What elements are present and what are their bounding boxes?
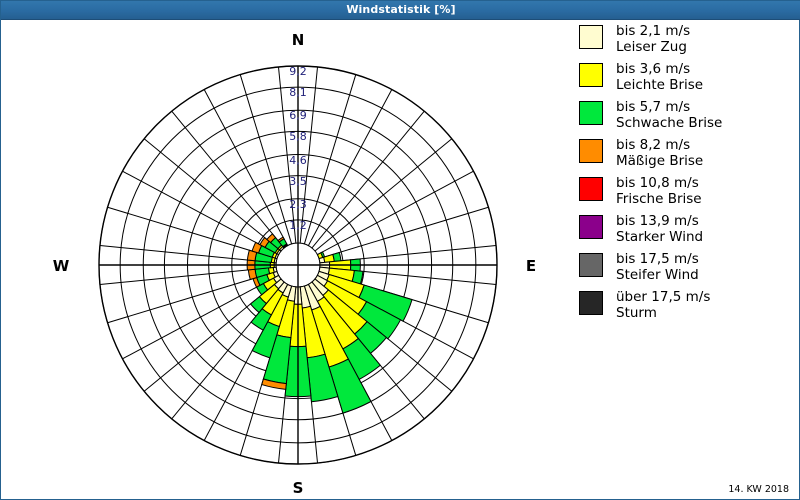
legend-item-text: über 17,5 m/s Sturm: [616, 289, 710, 321]
wind-rose-plot-area: N S W E 1,2 2,3 3,5 4,6 5,8 6,9 8,1 9,2: [1, 21, 799, 499]
legend-color-swatch: [579, 253, 603, 277]
legend-item-text: bis 3,6 m/s Leichte Brise: [616, 61, 703, 93]
grid-spoke: [122, 274, 279, 360]
wind-rose-segment: [266, 233, 277, 244]
wind-rose-segment: [277, 236, 285, 243]
wind-rose-segment: [249, 295, 268, 314]
grid-spoke: [99, 244, 277, 264]
legend-color-swatch: [579, 25, 603, 49]
legend-item: bis 5,7 m/s Schwache Brise: [579, 99, 793, 131]
axis-outer-circle: [98, 65, 498, 465]
legend-speed-label: bis 10,8 m/s: [616, 175, 699, 191]
grid-spoke: [299, 66, 319, 244]
legend-item: bis 13,9 m/s Starker Wind: [579, 213, 793, 245]
radial-tick-label: 4,6: [289, 153, 307, 167]
compass-label-east: E: [525, 257, 537, 275]
radial-tick-label: 1,2: [289, 218, 307, 232]
radial-tick-label: 5,8: [289, 130, 307, 144]
legend-name-label: Mäßige Brise: [616, 153, 704, 169]
legend-item-text: bis 17,5 m/s Steifer Wind: [616, 251, 699, 283]
period-label: 14. KW 2018: [728, 484, 789, 495]
wind-rose-chart: [98, 65, 498, 465]
grid-spoke: [277, 66, 297, 244]
legend-speed-label: bis 5,7 m/s: [616, 99, 691, 115]
legend-name-label: Starker Wind: [616, 229, 704, 245]
legend-item-text: bis 8,2 m/s Mäßige Brise: [616, 137, 703, 169]
legend-item: bis 17,5 m/s Steifer Wind: [579, 251, 793, 283]
legend-speed-label: bis 8,2 m/s: [616, 137, 691, 153]
legend-item: bis 2,1 m/s Leiser Zug: [579, 23, 793, 55]
grid-spoke: [107, 206, 278, 260]
grid-spoke: [122, 170, 279, 256]
legend-color-swatch: [579, 291, 603, 315]
grid-spoke: [171, 110, 285, 249]
grid-spoke: [239, 74, 293, 245]
grid-spoke: [318, 206, 489, 260]
grid-spoke: [317, 170, 474, 256]
legend-item: bis 10,8 m/s Frische Brise: [579, 175, 793, 207]
legend-item-text: bis 5,7 m/s Schwache Brise: [616, 99, 722, 131]
legend-item-text: bis 13,9 m/s Starker Wind: [616, 213, 703, 245]
legend-color-swatch: [579, 215, 603, 239]
grid-spoke: [307, 89, 393, 246]
wind-rose-segment: [247, 268, 258, 281]
grid-spoke: [203, 89, 289, 246]
legend-speed-label: bis 3,6 m/s: [616, 61, 691, 77]
legend-name-label: Leiser Zug: [616, 39, 687, 55]
grid-spoke: [107, 270, 278, 324]
legend-name-label: Frische Brise: [616, 191, 702, 207]
legend-item: bis 8,2 m/s Mäßige Brise: [579, 137, 793, 169]
legend-color-swatch: [579, 101, 603, 125]
legend-color-swatch: [579, 63, 603, 87]
radial-tick-label: 2,3: [289, 197, 307, 211]
grid-spoke: [143, 138, 282, 252]
grid-spoke: [311, 110, 425, 249]
legend-speed-label: bis 2,1 m/s: [616, 23, 691, 39]
legend-item-text: bis 2,1 m/s Leiser Zug: [616, 23, 690, 55]
window-title: Windstatistik [%]: [346, 3, 456, 16]
radial-tick-label: 8,1: [289, 86, 307, 100]
legend-name-label: Steifer Wind: [616, 267, 699, 283]
grid-spoke: [99, 266, 277, 286]
legend-item: über 17,5 m/s Sturm: [579, 289, 793, 321]
legend-speed-label: über 17,5 m/s: [616, 289, 711, 305]
legend-speed-label: bis 13,9 m/s: [616, 213, 699, 229]
legend-name-label: Leichte Brise: [616, 77, 704, 93]
compass-label-south: S: [292, 479, 304, 497]
wind-rose-segment: [261, 378, 287, 390]
legend-name-label: Sturm: [616, 305, 657, 321]
grid-spoke: [314, 138, 453, 252]
compass-label-west: W: [52, 257, 70, 275]
legend-name-label: Schwache Brise: [616, 115, 723, 131]
wind-speed-legend: bis 2,1 m/s Leiser Zug bis 3,6 m/s Leichte …: [579, 23, 793, 327]
window-titlebar: Windstatistik [%]: [1, 1, 800, 20]
legend-item-text: bis 10,8 m/s Frische Brise: [616, 175, 702, 207]
grid-spoke: [303, 74, 357, 245]
compass-label-north: N: [291, 31, 305, 49]
legend-color-swatch: [579, 139, 603, 163]
legend-item: bis 3,6 m/s Leichte Brise: [579, 61, 793, 93]
radial-tick-label: 6,9: [289, 109, 307, 123]
legend-speed-label: bis 17,5 m/s: [616, 251, 699, 267]
wind-rose-segment: [332, 251, 342, 262]
radial-tick-label: 3,5: [289, 174, 307, 188]
legend-color-swatch: [579, 177, 603, 201]
polar-axes: [98, 65, 498, 465]
radial-tick-label: 9,2: [289, 65, 307, 78]
